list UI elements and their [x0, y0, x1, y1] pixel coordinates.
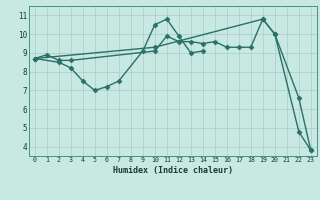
- X-axis label: Humidex (Indice chaleur): Humidex (Indice chaleur): [113, 166, 233, 175]
